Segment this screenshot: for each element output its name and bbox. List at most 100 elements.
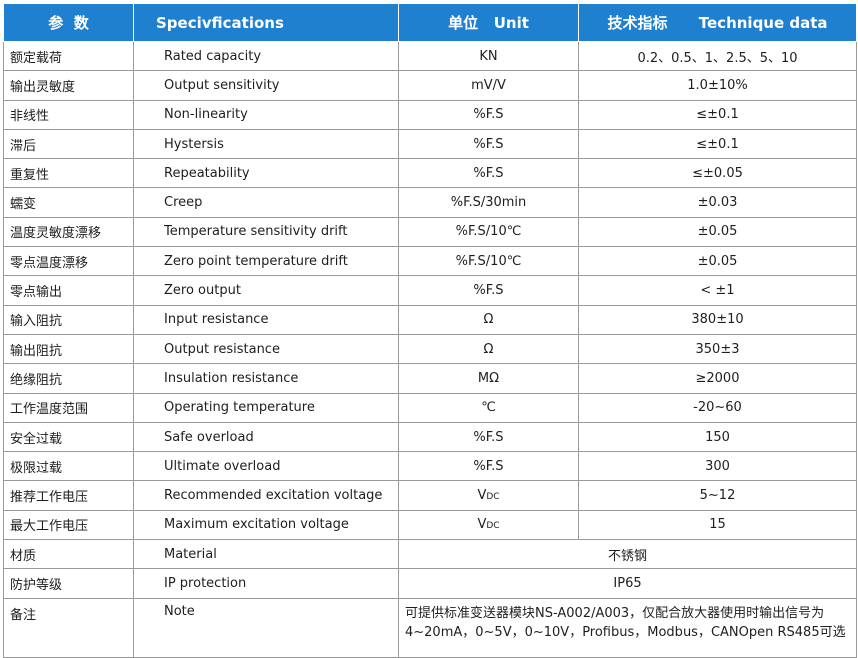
table-body: 额定载荷 Rated capacity KN 0.2、0.5、1、2.5、5、10 输出…	[3, 40, 857, 658]
param-cn: 输入阻抗	[3, 304, 134, 335]
param-cn: 推荐工作电压	[3, 480, 134, 511]
param-en: Input resistance	[133, 304, 399, 335]
unit: %F.S	[398, 128, 579, 160]
param-en: Non-linearity	[133, 99, 399, 130]
table-row: 防护等级 IP protection IP65	[3, 568, 857, 599]
param-en: Output sensitivity	[133, 70, 399, 101]
param-en: Note	[133, 597, 399, 658]
value: 1.0±10%	[578, 70, 857, 101]
note: 可提供标准变送器模块NS-A002/A003，仅配合放大器使用时输出信号为 4~2…	[398, 597, 857, 658]
table-row: 滞后 Hystersis %F.S ≤±0.1	[3, 128, 857, 160]
param-cn: 滞后	[3, 128, 134, 160]
param-en: Operating temperature	[133, 392, 399, 423]
param-en: Temperature sensitivity drift	[133, 216, 399, 248]
table-row: 最大工作电压 Maximum excitation voltage Vdc 15	[3, 509, 857, 541]
value: ≤±0.05	[578, 158, 857, 189]
unit: MΩ	[398, 363, 579, 394]
value: ≤±0.1	[578, 128, 857, 160]
param-en: Output resistance	[133, 333, 399, 365]
value: ±0.05	[578, 216, 857, 248]
param-cn: 最大工作电压	[3, 509, 134, 541]
param-en: Zero output	[133, 275, 399, 306]
param-cn: 输出灵敏度	[3, 70, 134, 101]
param-cn: 重复性	[3, 158, 134, 189]
param-cn: 输出阻抗	[3, 333, 134, 365]
unit: %F.S/10℃	[398, 246, 579, 277]
header-cell: 参 数	[3, 3, 134, 42]
table-row: 蠕变 Creep %F.S/30min ±0.03	[3, 187, 857, 218]
param-en: Zero point temperature drift	[133, 246, 399, 277]
table-row: 备注 Note 可提供标准变送器模块NS-A002/A003，仅配合放大器使用时输出…	[3, 597, 857, 658]
unit: %F.S	[398, 275, 579, 306]
value: < ±1	[578, 275, 857, 306]
unit: KN	[398, 40, 579, 72]
param-cn: 绝缘阻抗	[3, 363, 134, 394]
param-cn: 额定载荷	[3, 40, 134, 72]
value: 350±3	[578, 333, 857, 365]
param-en: Ultimate overload	[133, 451, 399, 482]
table-row: 温度灵敏度漂移 Temperature sensitivity drift %F.S…	[3, 216, 857, 248]
table-row: 额定载荷 Rated capacity KN 0.2、0.5、1、2.5、5、10	[3, 40, 857, 72]
table-row: 材质 Material 不锈钢	[3, 539, 857, 570]
unit: %F.S	[398, 451, 579, 482]
header-row: 参 数 Specivfications 单位 Unit 技术指标 Techniq…	[3, 3, 857, 42]
value: 300	[578, 451, 857, 482]
value: 5~12	[578, 480, 857, 511]
table-row: 输出阻抗 Output resistance Ω 350±3	[3, 333, 857, 365]
param-cn: 材质	[3, 539, 134, 570]
table-row: 极限过载 Ultimate overload %F.S 300	[3, 451, 857, 482]
unit: Vdc	[398, 509, 579, 541]
param-en: Rated capacity	[133, 40, 399, 72]
table-row: 零点温度漂移 Zero point temperature drift %F.S/1…	[3, 246, 857, 277]
param-cn: 极限过载	[3, 451, 134, 482]
param-en: Creep	[133, 187, 399, 218]
table-row: 零点输出 Zero output %F.S < ±1	[3, 275, 857, 306]
param-cn: 蠕变	[3, 187, 134, 218]
value: 380±10	[578, 304, 857, 335]
table-row: 重复性 Repeatability %F.S ≤±0.05	[3, 158, 857, 189]
value: -20~60	[578, 392, 857, 423]
param-cn: 工作温度范围	[3, 392, 134, 423]
header-cell: 技术指标 Technique data	[578, 3, 857, 42]
value: 15	[578, 509, 857, 541]
header-cell: 单位 Unit	[398, 3, 579, 42]
param-en: Maximum excitation voltage	[133, 509, 399, 541]
param-en: Insulation resistance	[133, 363, 399, 394]
unit: ℃	[398, 392, 579, 423]
param-cn: 零点输出	[3, 275, 134, 306]
param-cn: 非线性	[3, 99, 134, 130]
value: 0.2、0.5、1、2.5、5、10	[578, 40, 857, 72]
unit: %F.S/10℃	[398, 216, 579, 248]
value: ≥2000	[578, 363, 857, 394]
param-en: Safe overload	[133, 421, 399, 453]
unit: mV/V	[398, 70, 579, 101]
value: ±0.03	[578, 187, 857, 218]
table-row: 绝缘阻抗 Insulation resistance MΩ ≥2000	[3, 363, 857, 394]
unit: Vdc	[398, 480, 579, 511]
param-cn: 零点温度漂移	[3, 246, 134, 277]
param-cn: 安全过载	[3, 421, 134, 453]
unit: Ω	[398, 304, 579, 335]
param-cn: 防护等级	[3, 568, 134, 599]
value: 不锈钢	[398, 539, 857, 570]
param-cn: 备注	[3, 597, 134, 658]
spec-table: 参 数 Specivfications 单位 Unit 技术指标 Techniq…	[3, 3, 857, 658]
unit: %F.S	[398, 421, 579, 453]
unit: %F.S/30min	[398, 187, 579, 218]
table-row: 输出灵敏度 Output sensitivity mV/V 1.0±10%	[3, 70, 857, 101]
unit: %F.S	[398, 158, 579, 189]
value: ≤±0.1	[578, 99, 857, 130]
table-row: 输入阻抗 Input resistance Ω 380±10	[3, 304, 857, 335]
param-en: IP protection	[133, 568, 399, 599]
header-cell: Specivfications	[133, 3, 399, 42]
unit: Ω	[398, 333, 579, 365]
unit: %F.S	[398, 99, 579, 130]
param-en: Hystersis	[133, 128, 399, 160]
param-cn: 温度灵敏度漂移	[3, 216, 134, 248]
table-row: 推荐工作电压 Recommended excitation voltage Vdc 5…	[3, 480, 857, 511]
table-row: 非线性 Non-linearity %F.S ≤±0.1	[3, 99, 857, 130]
param-en: Recommended excitation voltage	[133, 480, 399, 511]
param-en: Material	[133, 539, 399, 570]
value: ±0.05	[578, 246, 857, 277]
